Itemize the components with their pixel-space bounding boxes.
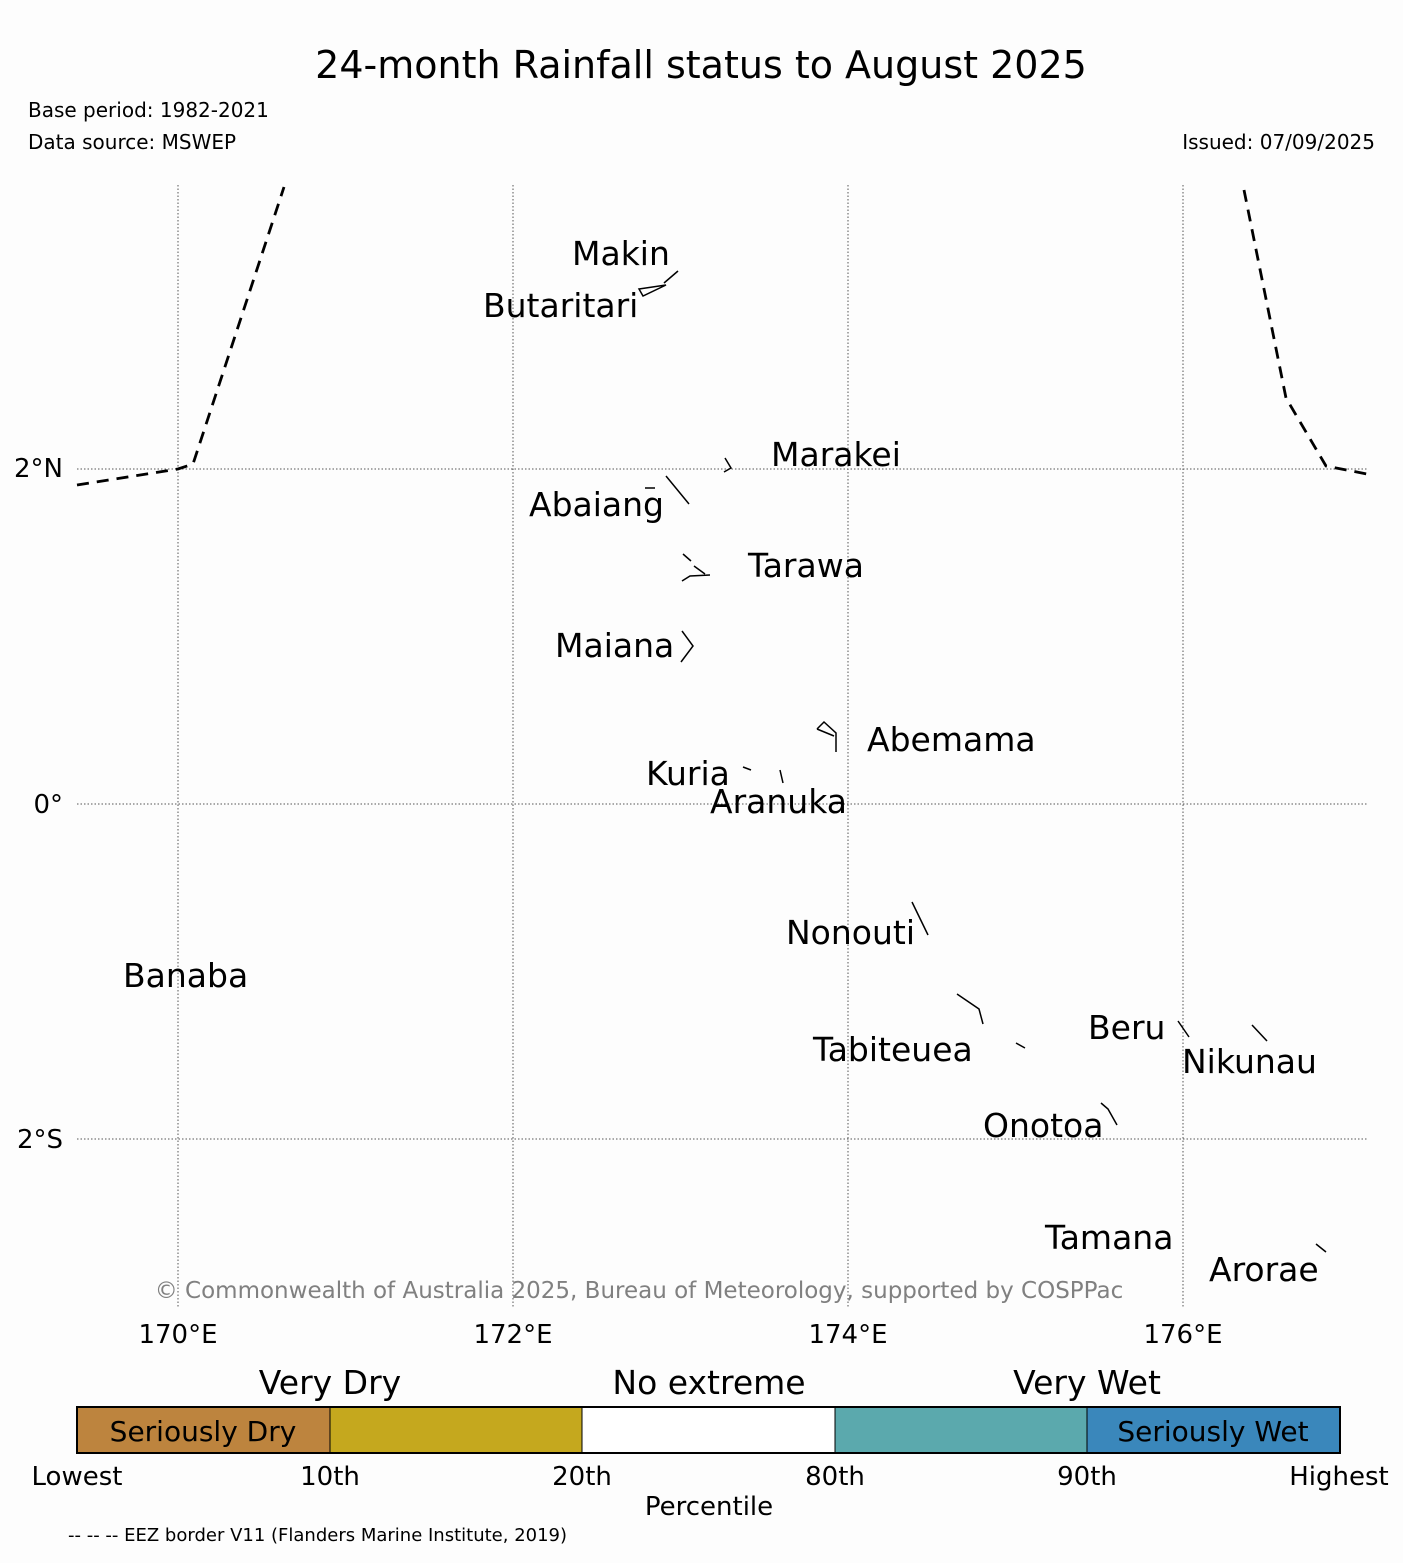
legend-box-very-wet (834, 1406, 1088, 1454)
eez-border-west (76, 186, 286, 487)
legend-tick-highest: Highest (1289, 1462, 1389, 1492)
island-label-tamana: Tamana (1044, 1218, 1173, 1257)
island-outline-abaiang (645, 475, 690, 505)
island-label-nikunau: Nikunau (1182, 1042, 1317, 1081)
lon-label-172e: 172°E (473, 1320, 552, 1350)
legend-box-label-seriously-wet: Seriously Wet (1117, 1415, 1308, 1448)
island-label-abemama: Abemama (867, 720, 1036, 759)
island-outline-beru (1177, 1020, 1190, 1038)
island-label-abaiang: Abaiang (529, 485, 664, 524)
island-label-banaba: Banaba (123, 956, 248, 995)
legend-tick-80th: 80th (805, 1462, 865, 1492)
legend-tick-10th: 10th (300, 1462, 360, 1492)
legend-tick-lowest: Lowest (32, 1462, 123, 1492)
lon-label-174e: 174°E (808, 1320, 887, 1350)
copyright-note: © Commonwealth of Australia 2025, Bureau… (155, 1278, 1124, 1304)
legend-box-no-extreme (581, 1406, 836, 1454)
lon-label-170e: 170°E (138, 1320, 217, 1350)
legend-axis-label: Percentile (645, 1492, 773, 1522)
island-label-onotoa: Onotoa (983, 1106, 1103, 1145)
legend-tick-90th: 90th (1057, 1462, 1117, 1492)
island-label-marakei: Marakei (771, 435, 901, 474)
lat-label-0: 0° (33, 790, 63, 820)
island-label-butaritari: Butaritari (483, 286, 638, 325)
island-outline-aranuka (779, 769, 784, 784)
lat-label-2n: 2°N (14, 454, 63, 484)
island-outline-nikunau (1251, 1024, 1268, 1042)
island-outline-tarawa (681, 553, 711, 582)
island-label-makin: Makin (572, 234, 670, 273)
legend-frame (76, 1406, 1341, 1454)
island-outline-abemama (816, 720, 837, 752)
island-outline-kuria (742, 766, 752, 771)
page-title: 24-month Rainfall status to August 2025 (315, 43, 1087, 87)
legend-group-no-extreme: No extreme (612, 1363, 805, 1402)
island-outline-marakei (723, 457, 733, 473)
island-label-kuria: Kuria (646, 754, 730, 793)
island-outline-makin (663, 270, 679, 284)
island-label-arorae: Arorae (1209, 1250, 1319, 1289)
island-outline-onotoa (1100, 1102, 1118, 1126)
island-outline-maiana (680, 630, 694, 663)
data-source: Data source: MSWEP (28, 130, 236, 154)
island-outline-arorae (1315, 1243, 1327, 1253)
island-label-tabiteuea: Tabiteuea (812, 1030, 973, 1069)
eez-border (76, 186, 1368, 487)
island-outline-butaritari (637, 284, 667, 297)
island-outlines (637, 270, 1327, 1253)
island-outline-tabiteuea (956, 993, 1026, 1049)
legend-group-very-wet: Very Wet (1013, 1363, 1161, 1402)
legend-box-very-dry (329, 1406, 583, 1454)
eez-border-east (1242, 189, 1368, 476)
base-period: Base period: 1982-2021 (28, 98, 269, 122)
island-label-aranuka: Aranuka (710, 782, 847, 821)
lon-label-176e: 176°E (1143, 1320, 1222, 1350)
legend-box-seriously-wet (1086, 1406, 1341, 1454)
island-label-tarawa: Tarawa (747, 546, 864, 585)
legend-group-very-dry: Very Dry (259, 1363, 401, 1402)
island-label-maiana: Maiana (555, 626, 674, 665)
island-label-nonouti: Nonouti (786, 913, 915, 952)
island-outline-nonouti (911, 901, 929, 936)
legend-box-label-seriously-dry: Seriously Dry (110, 1415, 297, 1448)
rainfall-legend: Very Dry No extreme Very Wet Seriously D… (32, 1363, 1389, 1522)
island-labels: Makin Butaritari Marakei Abaiang Tarawa … (123, 234, 1319, 1289)
lat-label-2s: 2°S (17, 1125, 63, 1155)
map-graticule (77, 185, 1367, 1307)
island-label-beru: Beru (1088, 1008, 1165, 1047)
eez-border-note: -- -- -- EEZ border V11 (Flanders Marine… (68, 1525, 567, 1546)
issued-date: Issued: 07/09/2025 (1182, 130, 1375, 154)
legend-tick-20th: 20th (552, 1462, 612, 1492)
